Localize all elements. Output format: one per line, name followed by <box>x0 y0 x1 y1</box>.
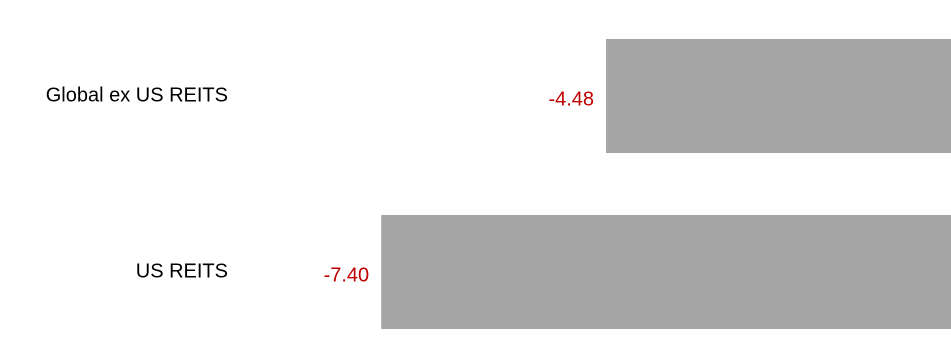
labels-layer: Global ex US REITS -4.48 US REITS -7.40 <box>46 84 594 286</box>
value-label-global-ex-us-reits: -4.48 <box>548 88 594 110</box>
category-label-us-reits: US REITS <box>136 260 228 282</box>
category-label-global-ex-us-reits: Global ex US REITS <box>46 84 228 106</box>
value-label-us-reits: -7.40 <box>324 264 370 286</box>
bar-global-ex-us-reits <box>606 39 951 153</box>
bar-us-reits <box>381 215 951 329</box>
bars-layer <box>381 39 951 329</box>
